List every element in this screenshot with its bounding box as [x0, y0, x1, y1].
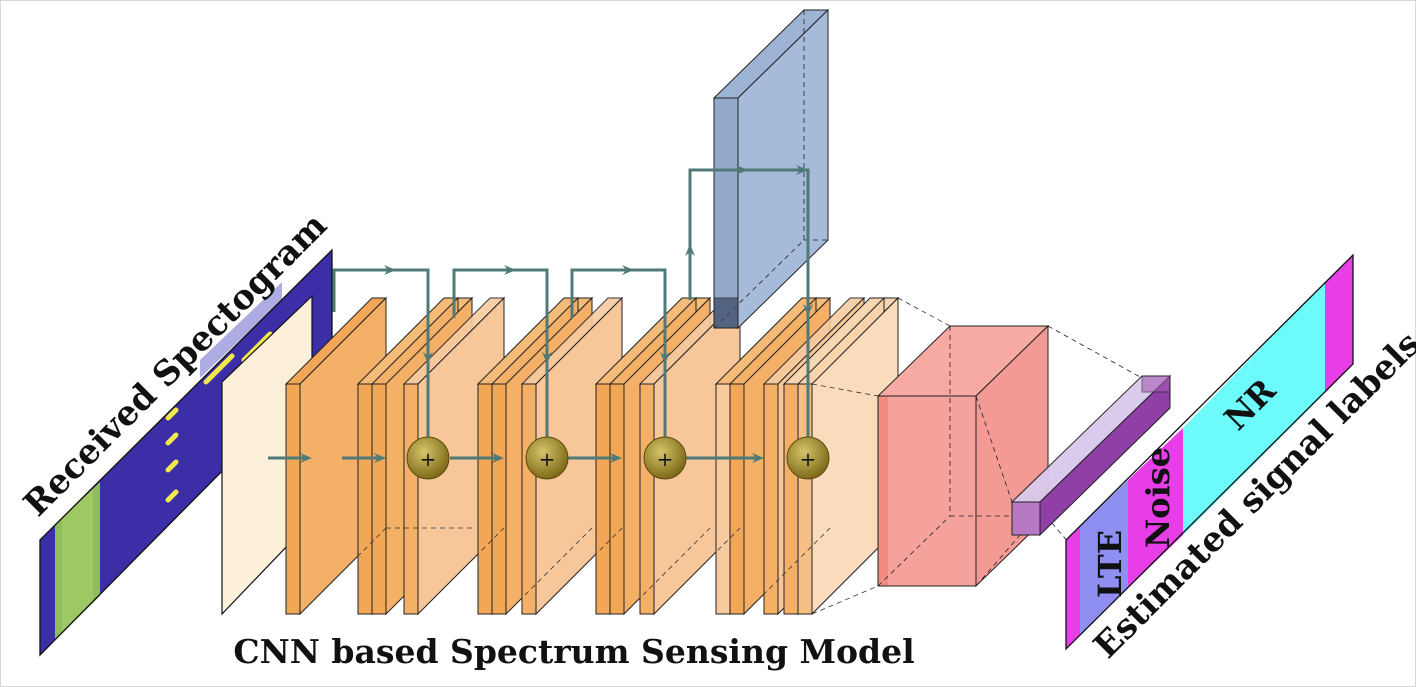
- output-segment-lte: [1080, 480, 1128, 635]
- skip-connections: [268, 165, 813, 463]
- noise-label: Noise: [1139, 447, 1177, 548]
- svg-text:+: +: [539, 447, 556, 471]
- purple-block: [1010, 374, 1172, 537]
- add-node-icon: +: [406, 436, 450, 480]
- diagram-title: CNN based Spectrum Sensing Model: [233, 632, 914, 671]
- svg-text:+: +: [657, 447, 674, 471]
- svg-text:+: +: [420, 447, 437, 471]
- output-segment: [1066, 526, 1080, 649]
- svg-text:+: +: [800, 447, 817, 471]
- lte-label: LTE: [1091, 530, 1129, 598]
- output-segment-noise: [1128, 428, 1183, 588]
- add-node-icon: +: [525, 436, 569, 480]
- output-segment-nr: [1183, 282, 1325, 535]
- add-node-icon: +: [643, 436, 687, 480]
- output-labels-strip: LTE Noise NR: [1065, 253, 1354, 651]
- add-node-icon: +: [786, 436, 830, 480]
- output-segment: [1325, 255, 1353, 393]
- add-nodes: + + + +: [406, 436, 830, 480]
